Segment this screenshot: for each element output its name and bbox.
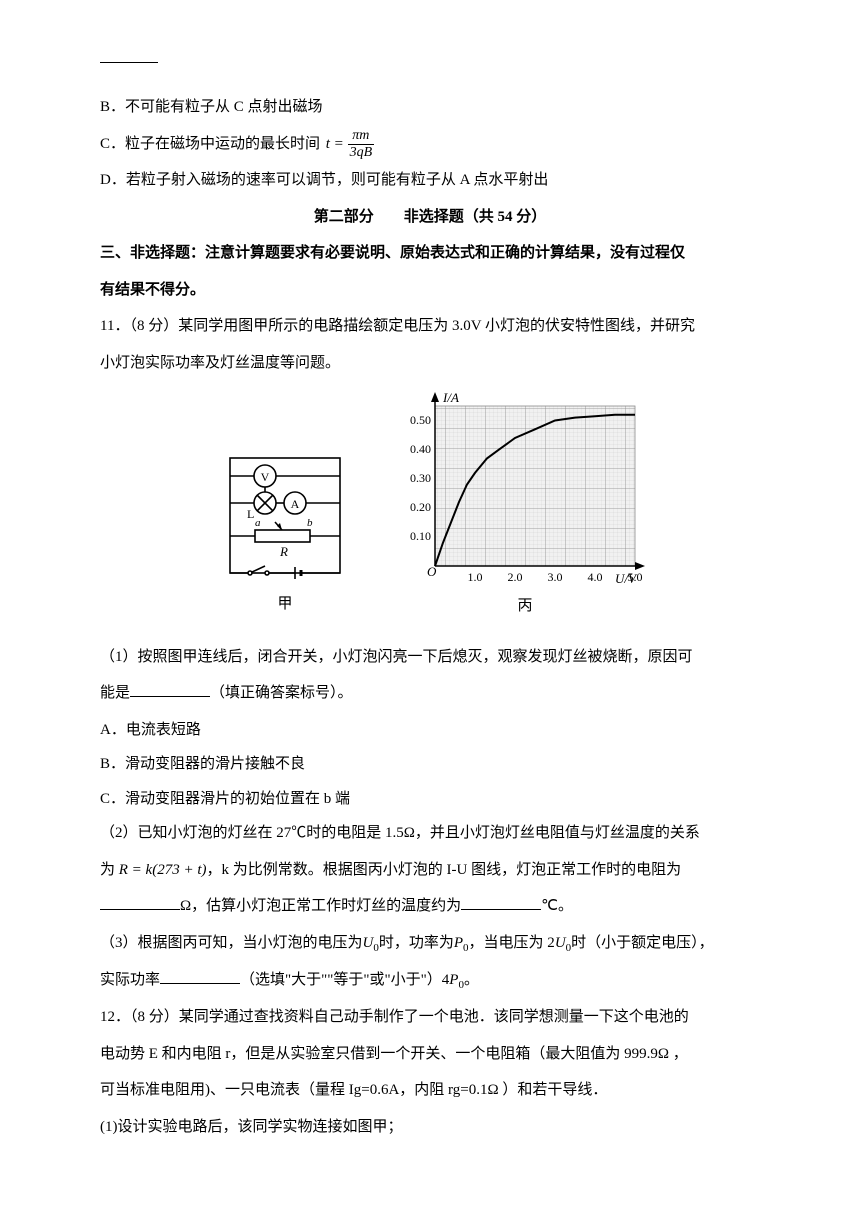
section-2-title: 第二部分 非选择题（共 54 分）	[100, 200, 760, 235]
q11-p1-l1-text: （1）按照图甲连线后，闭合开关，小灯泡闪亮一下后熄灭，观察发现灯丝被烧断，原因可	[100, 649, 693, 665]
svg-text:I/A: I/A	[442, 390, 459, 405]
fraction-den: 3qB	[348, 145, 375, 160]
svg-text:0.20: 0.20	[410, 500, 431, 514]
q11-p3b-end: 。	[464, 972, 479, 988]
q11-p2-formula: R = k(273 + t)	[119, 862, 207, 878]
option-c-formula: t = πm 3qB	[326, 127, 374, 162]
option-c-prefix: C．粒子在磁场中运动的最长时间	[100, 136, 320, 152]
q12-l3-text: 可当标准电阻用)、一只电流表（量程 Ig=0.6A，内阻 rg=0.1Ω ）和若…	[100, 1082, 607, 1098]
q11-p2-unit1: Ω，估算小灯泡正常工作时灯丝的温度约为	[180, 898, 461, 914]
q11-p3-mid1: 时，功率为	[379, 935, 454, 951]
q12-l1-text: 12．（8 分）某同学通过查找资料自己动手制作了一个电池．该同学想测量一下这个电…	[100, 1009, 689, 1025]
blank-1	[130, 681, 210, 698]
q11-opt-c: C．滑动变阻器滑片的初始位置在 b 端	[100, 782, 760, 817]
svg-text:4.0: 4.0	[588, 570, 603, 584]
q12-p1-text: (1)设计实验电路后，该同学实物连接如图甲；	[100, 1119, 403, 1135]
q11-line1: 11．（8 分）某同学用图甲所示的电路描绘额定电压为 3.0V 小灯泡的伏安特性…	[100, 309, 760, 344]
instructions-l1: 三、非选择题：注意计算题要求有必要说明、原始表达式和正确的计算结果，没有过程仅	[100, 236, 760, 271]
svg-text:L: L	[247, 507, 254, 521]
q12-l3: 可当标准电阻用)、一只电流表（量程 Ig=0.6A，内阻 rg=0.1Ω ）和若…	[100, 1073, 760, 1108]
circuit-svg: V L A a b R	[215, 448, 355, 618]
q11-p2-unit2: ℃。	[541, 898, 573, 914]
svg-text:a: a	[255, 517, 261, 529]
svg-text:A: A	[291, 497, 300, 511]
option-b: B．不可能有粒子从 C 点射出磁场	[100, 90, 760, 125]
figures-row: V L A a b R	[100, 388, 760, 632]
svg-text:1.0: 1.0	[468, 570, 483, 584]
svg-text:甲: 甲	[277, 596, 292, 612]
svg-text:0.40: 0.40	[410, 442, 431, 456]
svg-text:V: V	[261, 470, 270, 484]
svg-text:2.0: 2.0	[508, 570, 523, 584]
option-b-text: B．不可能有粒子从 C 点射出磁场	[100, 99, 323, 115]
page-top-rule	[100, 62, 158, 63]
fraction: πm 3qB	[348, 128, 375, 160]
svg-text:丙: 丙	[517, 598, 532, 614]
q11-p1-l2: 能是 （填正确答案标号）。	[100, 676, 760, 711]
option-d-text: D．若粒子射入磁场的速率可以调节，则可能有粒子从 A 点水平射出	[100, 172, 548, 188]
q11-opt-b-text: B．滑动变阻器的滑片接触不良	[100, 756, 305, 772]
q11-p1-l1: （1）按照图甲连线后，闭合开关，小灯泡闪亮一下后熄灭，观察发现灯丝被烧断，原因可	[100, 640, 760, 675]
blank-4	[160, 968, 240, 985]
q11-p1-pre: 能是	[100, 685, 130, 701]
svg-text:R: R	[279, 544, 288, 559]
q11-p3-mid2: ，当电压为 2	[469, 935, 555, 951]
blank-3	[461, 894, 541, 911]
q11-p3b-pre: 实际功率	[100, 972, 160, 988]
q11-opt-c-text: C．滑动变阻器滑片的初始位置在 b 端	[100, 791, 350, 807]
fraction-num: πm	[348, 128, 375, 144]
instructions-l1-text: 三、非选择题：注意计算题要求有必要说明、原始表达式和正确的计算结果，没有过程仅	[100, 245, 685, 261]
q12-p1: (1)设计实验电路后，该同学实物连接如图甲；	[100, 1110, 760, 1145]
q11-p3-l1: （3）根据图丙可知，当小灯泡的电压为U0时，功率为P0，当电压为 2U0时（小于…	[100, 926, 760, 961]
u0-sym2: U	[555, 935, 566, 951]
svg-text:0.30: 0.30	[410, 471, 431, 485]
svg-text:0.50: 0.50	[410, 413, 431, 427]
u0-sym: U	[363, 935, 374, 951]
q11-opt-b: B．滑动变阻器的滑片接触不良	[100, 747, 760, 782]
q11-p3-l2: 实际功率（选填"大于""等于"或"小于"）4P0。	[100, 963, 760, 998]
svg-text:3.0: 3.0	[548, 570, 563, 584]
formula-lhs: t =	[326, 136, 344, 152]
svg-text:O: O	[427, 564, 437, 579]
q11-p2-l1: （2）已知小灯泡的灯丝在 27℃时的电阻是 1.5Ω，并且小灯泡灯丝电阻值与灯丝…	[100, 816, 760, 851]
q11-p1-post: （填正确答案标号）。	[210, 685, 353, 701]
section-2-text: 第二部分 非选择题（共 54 分）	[314, 209, 547, 225]
q12-l1: 12．（8 分）某同学通过查找资料自己动手制作了一个电池．该同学想测量一下这个电…	[100, 1000, 760, 1035]
q11-p2-l2: 为 R = k(273 + t)，k 为比例常数。根据图丙小灯泡的 I-U 图线…	[100, 853, 760, 888]
q11-p2-pre: 为	[100, 862, 119, 878]
option-c: C．粒子在磁场中运动的最长时间 t = πm 3qB	[100, 127, 760, 162]
q11-l1-text: 11．（8 分）某同学用图甲所示的电路描绘额定电压为 3.0V 小灯泡的伏安特性…	[100, 318, 695, 334]
instructions-l2: 有结果不得分。	[100, 273, 760, 308]
p0-sym: P	[454, 935, 463, 951]
svg-text:0.10: 0.10	[410, 529, 431, 543]
q11-p3-mid3: 时（小于额定电压），	[571, 935, 714, 951]
chart-svg: I/A U/V O 0.10 0.20 0.30 0.40 0.50 1.0 2…	[385, 388, 645, 618]
instructions-l2-text: 有结果不得分。	[100, 282, 205, 298]
q12-l2-text: 电动势 E 和内电阻 r，但是从实验室只借到一个开关、一个电阻箱（最大阻值为 9…	[100, 1046, 688, 1062]
circuit-diagram: V L A a b R	[215, 448, 355, 632]
q11-opt-a: A．电流表短路	[100, 713, 760, 748]
q11-p3-pre: （3）根据图丙可知，当小灯泡的电压为	[100, 935, 363, 951]
blank-2	[100, 894, 180, 911]
q11-p3b-mid: （选填"大于""等于"或"小于"）4	[240, 972, 449, 988]
q11-line2: 小灯泡实际功率及灯丝温度等问题。	[100, 346, 760, 381]
q11-opt-a-text: A．电流表短路	[100, 722, 201, 738]
q11-p2-l3: Ω，估算小灯泡正常工作时灯丝的温度约为 ℃。	[100, 889, 760, 924]
q11-l2-text: 小灯泡实际功率及灯丝温度等问题。	[100, 355, 340, 371]
option-d: D．若粒子射入磁场的速率可以调节，则可能有粒子从 A 点水平射出	[100, 163, 760, 198]
svg-text:5.0: 5.0	[628, 570, 643, 584]
q11-p2-l1-text: （2）已知小灯泡的灯丝在 27℃时的电阻是 1.5Ω，并且小灯泡灯丝电阻值与灯丝…	[100, 825, 700, 841]
iv-chart: I/A U/V O 0.10 0.20 0.30 0.40 0.50 1.0 2…	[385, 388, 645, 632]
q12-l2: 电动势 E 和内电阻 r，但是从实验室只借到一个开关、一个电阻箱（最大阻值为 9…	[100, 1037, 760, 1072]
svg-text:b: b	[307, 517, 313, 529]
q11-p2-mid: ，k 为比例常数。根据图丙小灯泡的 I-U 图线，灯泡正常工作时的电阻为	[207, 862, 682, 878]
